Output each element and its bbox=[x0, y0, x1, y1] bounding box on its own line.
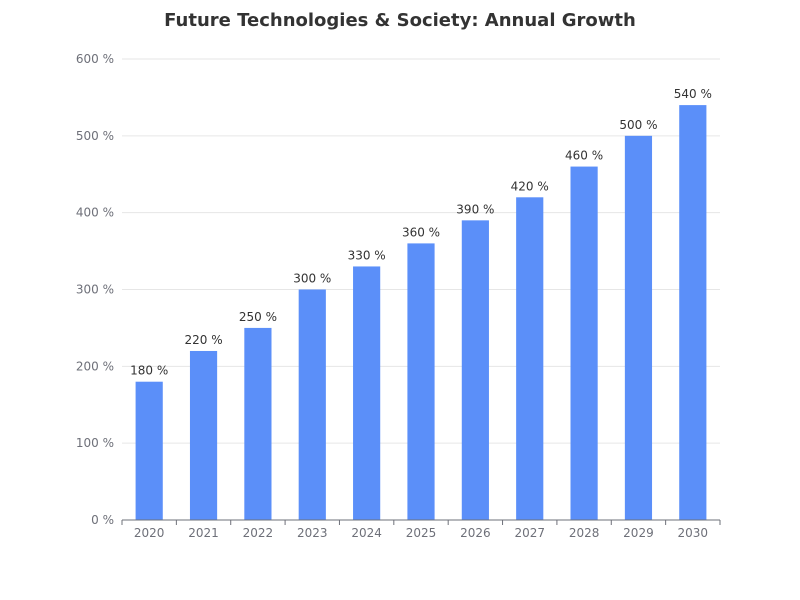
bar-2022[interactable] bbox=[244, 327, 272, 520]
bar-value-label: 360 % bbox=[402, 225, 440, 239]
bar-value-label: 390 % bbox=[456, 202, 494, 216]
y-tick-label: 400 % bbox=[76, 206, 114, 220]
bar-2028[interactable] bbox=[570, 166, 598, 521]
y-tick-label: 600 % bbox=[76, 52, 114, 66]
bar-value-label: 220 % bbox=[184, 333, 222, 347]
bar-2021[interactable] bbox=[189, 350, 218, 520]
y-tick-label: 0 % bbox=[91, 513, 114, 527]
y-tick-label: 300 % bbox=[76, 283, 114, 297]
y-tick-label: 200 % bbox=[76, 359, 114, 373]
bar-2025[interactable] bbox=[407, 243, 435, 520]
bar-2023[interactable] bbox=[298, 289, 326, 521]
x-tick-label: 2020 bbox=[134, 526, 165, 540]
x-tick-label: 2022 bbox=[243, 526, 274, 540]
bars bbox=[135, 105, 707, 521]
x-tick-label: 2021 bbox=[188, 526, 219, 540]
bar-value-label: 180 % bbox=[130, 364, 168, 378]
bar-2027[interactable] bbox=[516, 197, 544, 521]
bar-2020[interactable] bbox=[135, 381, 163, 520]
bar-2024[interactable] bbox=[353, 266, 381, 520]
y-tick-label: 500 % bbox=[76, 129, 114, 143]
chart-title: Future Technologies & Society: Annual Gr… bbox=[164, 10, 636, 31]
x-tick-label: 2023 bbox=[297, 526, 328, 540]
bar-value-label: 420 % bbox=[511, 179, 549, 193]
data-labels: 180 % 220 % 250 % 300 % 330 % 360 % 390 % 420 %… bbox=[130, 87, 712, 378]
y-tick-label: 100 % bbox=[76, 436, 114, 450]
x-tick-label: 2030 bbox=[678, 526, 709, 540]
bar-value-label: 540 % bbox=[674, 87, 712, 101]
x-tick-label: 2025 bbox=[406, 526, 437, 540]
bar-value-label: 330 % bbox=[348, 248, 386, 262]
bar-value-label: 500 % bbox=[619, 118, 657, 132]
x-tick-label: 2024 bbox=[351, 526, 382, 540]
bar-value-label: 250 % bbox=[239, 310, 277, 324]
x-tick-label: 2029 bbox=[623, 526, 654, 540]
bar-2030[interactable] bbox=[679, 105, 707, 520]
x-tick-label: 2026 bbox=[460, 526, 491, 540]
x-tick-label: 2028 bbox=[569, 526, 600, 540]
axes: 0 % 100 % 200 % 300 % 400 % 500 % 600 % 2020 202… bbox=[76, 52, 721, 540]
bar-value-label: 300 % bbox=[293, 272, 331, 286]
bar-2029[interactable] bbox=[624, 135, 653, 521]
bar-2026[interactable] bbox=[461, 220, 489, 520]
x-tick-label: 2027 bbox=[514, 526, 545, 540]
bar-value-label: 460 % bbox=[565, 149, 603, 163]
